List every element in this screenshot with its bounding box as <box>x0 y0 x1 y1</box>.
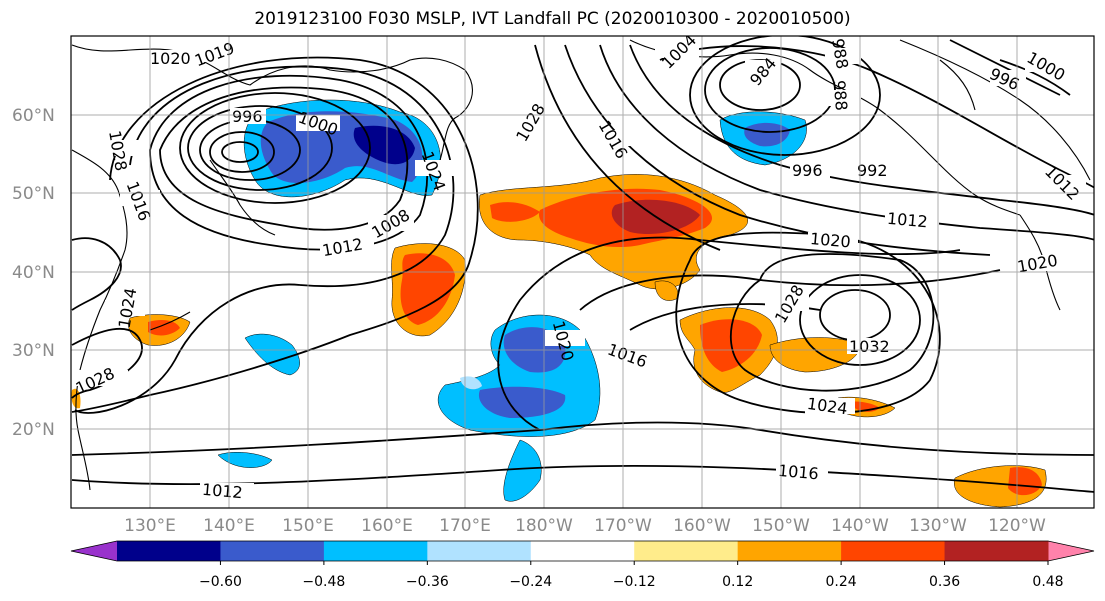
lat-label: 40°N <box>12 263 55 283</box>
colorbar: −0.60 −0.48 −0.36 −0.24 −0.12 0.12 0.24 0.36 0.4… <box>70 540 1095 590</box>
colorbar-extend-max <box>1048 541 1094 561</box>
isobar-label: 1020 <box>150 49 191 68</box>
longitude-labels: 130°E 140°E 150°E 160°E 170°E 180°W 170°… <box>124 516 1046 536</box>
lon-label: 140°E <box>203 516 255 536</box>
colorbar-outline <box>70 540 1095 562</box>
latitude-labels: 60°N 50°N 40°N 30°N 20°N <box>12 106 55 440</box>
lon-label: 150°W <box>752 516 810 536</box>
isobar-label: 1016 <box>777 461 819 483</box>
lon-label: 140°W <box>831 516 889 536</box>
colorbar-segment <box>841 541 946 561</box>
colorbar-tick-label: −0.12 <box>613 574 656 590</box>
isobar-label: 1012 <box>201 480 243 502</box>
colorbar-segment <box>220 541 325 561</box>
isobar-label: 996 <box>232 107 263 126</box>
lon-label: 150°E <box>282 516 334 536</box>
colorbar-segment <box>530 541 635 561</box>
lon-label: 130°W <box>909 516 967 536</box>
colorbar-segment <box>323 541 428 561</box>
colorbar-extend-min <box>71 541 117 561</box>
colorbar-tick-label: −0.60 <box>199 574 242 590</box>
lon-label: 160°E <box>361 516 413 536</box>
lon-label: 170°W <box>594 516 652 536</box>
ivt-positive-shading <box>71 174 1047 508</box>
isobar-label: 996 <box>792 161 823 180</box>
colorbar-tick-label: 0.12 <box>722 574 753 590</box>
colorbar-tick-label: −0.48 <box>302 574 345 590</box>
colorbar-tick-label: 0.48 <box>1032 574 1063 590</box>
lon-label: 160°W <box>673 516 731 536</box>
lon-label: 180°W <box>515 516 573 536</box>
isobar-label: 1020 <box>809 229 851 251</box>
lon-label: 120°W <box>988 516 1046 536</box>
colorbar-segment <box>427 541 532 561</box>
colorbar-tick-label: 0.36 <box>929 574 960 590</box>
colorbar-segment <box>737 541 842 561</box>
colorbar-segment <box>117 541 221 561</box>
isobars <box>71 36 1094 493</box>
isobar-label: 992 <box>857 161 888 180</box>
map-frame <box>70 35 1095 509</box>
isobar-label: 1012 <box>886 209 928 231</box>
lat-label: 30°N <box>12 341 55 361</box>
lon-label: 130°E <box>124 516 176 536</box>
isobar-label: 1032 <box>849 337 890 356</box>
gridlines <box>71 36 1094 508</box>
isobar-labels: 1020 1019 996 1000 1028 1004 1016 984 98… <box>72 36 1086 502</box>
lat-label: 20°N <box>12 420 55 440</box>
lat-label: 50°N <box>12 184 55 204</box>
isobar-label: 988 <box>829 79 851 111</box>
colorbar-tick-label: 0.24 <box>826 574 857 590</box>
map-title: 2019123100 F030 MSLP, IVT Landfall PC (2… <box>254 9 851 29</box>
colorbar-segment <box>634 541 739 561</box>
lat-label: 60°N <box>12 106 55 126</box>
colorbar-tick-label: −0.24 <box>509 574 552 590</box>
colorbar-tick-label: −0.36 <box>406 574 449 590</box>
lon-label: 170°E <box>439 516 491 536</box>
colorbar-segment <box>944 541 1049 561</box>
